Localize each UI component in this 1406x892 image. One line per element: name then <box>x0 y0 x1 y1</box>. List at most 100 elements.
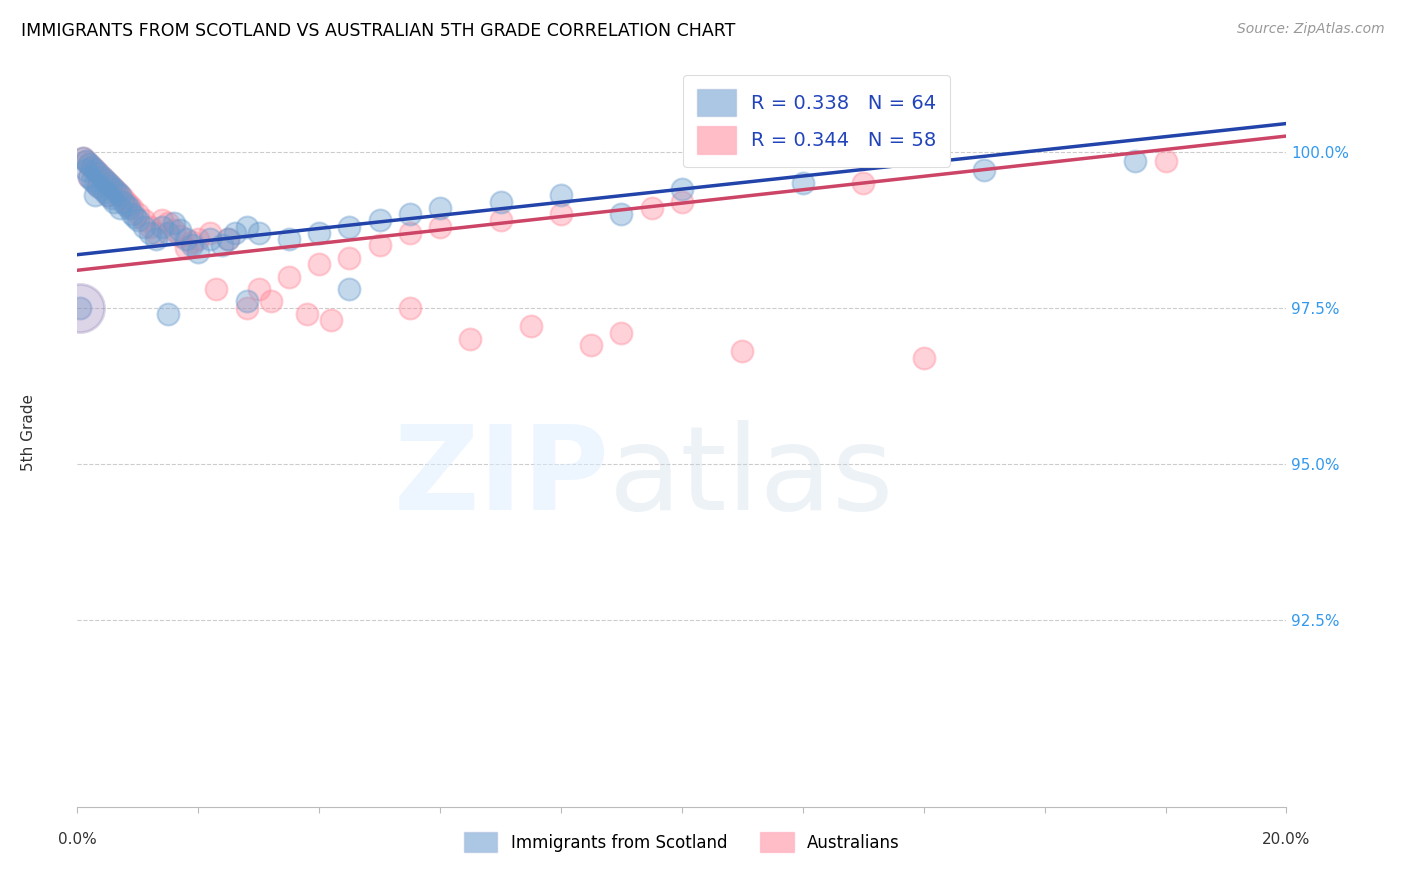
Point <box>550 207 572 221</box>
Point <box>90 169 112 184</box>
Point <box>1125 154 1147 169</box>
Point <box>1154 154 1177 169</box>
Point <box>114 194 136 209</box>
Point <box>731 344 754 359</box>
Point <box>79 169 101 184</box>
Point <box>87 178 110 194</box>
Point <box>87 178 110 194</box>
Point <box>72 151 94 165</box>
Text: IMMIGRANTS FROM SCOTLAND VS AUSTRALIAN 5TH GRADE CORRELATION CHART: IMMIGRANTS FROM SCOTLAND VS AUSTRALIAN 5… <box>21 22 735 40</box>
Point <box>235 301 257 315</box>
Point <box>100 178 122 194</box>
Point <box>912 351 935 365</box>
Point <box>108 188 131 202</box>
Point <box>100 192 122 206</box>
Point <box>75 154 97 169</box>
Point <box>211 238 233 252</box>
Point <box>278 269 301 284</box>
Point <box>205 282 228 296</box>
Point <box>127 213 149 227</box>
Point <box>224 226 246 240</box>
Point <box>399 301 422 315</box>
Point <box>93 173 115 187</box>
Point <box>145 232 167 246</box>
Point <box>84 163 107 178</box>
Point <box>157 307 180 321</box>
Point <box>118 197 141 211</box>
Point <box>108 201 131 215</box>
Point <box>458 332 481 346</box>
Point <box>368 238 391 252</box>
Point <box>520 319 543 334</box>
Point <box>187 244 209 259</box>
Point <box>93 173 115 187</box>
Point <box>187 232 209 246</box>
Point <box>79 157 101 171</box>
Point <box>308 226 330 240</box>
Point <box>169 222 191 236</box>
Point <box>157 216 180 230</box>
Point <box>69 301 91 315</box>
Point <box>103 194 125 209</box>
Point <box>96 188 118 202</box>
Point <box>339 219 360 234</box>
Point <box>247 226 270 240</box>
Point <box>174 232 197 246</box>
Point <box>321 313 343 327</box>
Point <box>610 326 633 340</box>
Point <box>87 166 110 180</box>
Point <box>218 232 240 246</box>
Point <box>200 226 222 240</box>
Text: 20.0%: 20.0% <box>1263 832 1310 847</box>
Point <box>218 232 240 246</box>
Point <box>82 173 104 187</box>
Point <box>93 186 115 200</box>
Point <box>87 166 110 180</box>
Point <box>105 186 128 200</box>
Point <box>90 182 112 196</box>
Point <box>235 219 257 234</box>
Point <box>792 176 814 190</box>
Text: 0.0%: 0.0% <box>58 832 97 847</box>
Point <box>181 238 204 252</box>
Point <box>489 213 512 227</box>
Point <box>671 194 693 209</box>
Point <box>79 169 101 184</box>
Point <box>368 213 391 227</box>
Point <box>108 188 131 202</box>
Text: 5th Grade: 5th Grade <box>21 394 37 471</box>
Point <box>278 232 301 246</box>
Point <box>163 216 186 230</box>
Point <box>169 228 191 243</box>
Point <box>399 207 422 221</box>
Point <box>121 201 143 215</box>
Point <box>114 197 136 211</box>
Point <box>145 226 167 240</box>
Point <box>174 241 197 255</box>
Text: atlas: atlas <box>609 420 894 535</box>
Point <box>103 182 125 196</box>
Point <box>121 207 143 221</box>
Point <box>295 307 318 321</box>
Point <box>100 178 122 194</box>
Point <box>111 194 134 209</box>
Point <box>429 219 451 234</box>
Point <box>111 192 134 206</box>
Point <box>399 226 422 240</box>
Point <box>82 161 104 175</box>
Point <box>75 154 97 169</box>
Point <box>96 176 118 190</box>
Point <box>150 213 173 227</box>
Point <box>75 163 97 178</box>
Point <box>429 201 451 215</box>
Point <box>671 182 693 196</box>
Point <box>641 201 664 215</box>
Point <box>308 257 330 271</box>
Point <box>139 219 162 234</box>
Point <box>132 219 155 234</box>
Point <box>235 294 257 309</box>
Text: Source: ZipAtlas.com: Source: ZipAtlas.com <box>1237 22 1385 37</box>
Point <box>69 301 91 315</box>
Point <box>150 219 173 234</box>
Point <box>84 163 107 178</box>
